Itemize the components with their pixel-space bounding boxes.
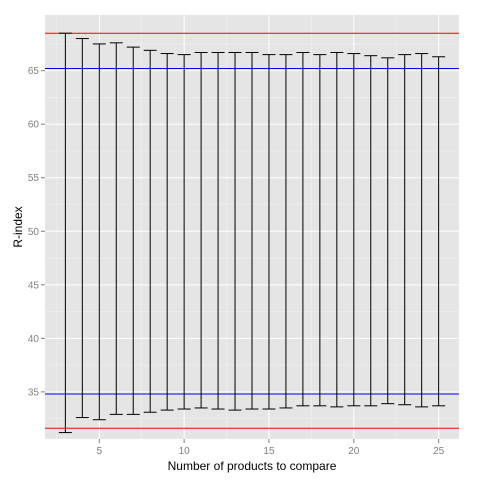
- error-bar: [194, 51, 208, 409]
- x-axis-title: Number of products to compare: [168, 459, 337, 473]
- x-tick-label: 5: [97, 446, 103, 457]
- error-bar: [347, 53, 361, 407]
- y-axis-title: R-index: [11, 206, 25, 247]
- x-tick-label: 20: [348, 446, 360, 457]
- error-bar: [313, 54, 327, 407]
- error-bar: [177, 54, 191, 410]
- error-bar: [245, 51, 259, 410]
- y-tick-label: 55: [28, 173, 40, 184]
- y-tick-label: 35: [28, 387, 40, 398]
- y-tick-label: 65: [28, 66, 40, 77]
- error-bar: [364, 55, 378, 407]
- error-bar: [262, 54, 276, 410]
- y-tick-label: 50: [28, 227, 40, 238]
- y-tick-label: 45: [28, 280, 40, 291]
- error-bar: [432, 56, 446, 407]
- error-bar: [398, 54, 412, 406]
- x-tick-label: 10: [179, 446, 191, 457]
- error-bar: [126, 46, 140, 415]
- error-bar: [92, 43, 106, 421]
- error-bar: [330, 51, 344, 408]
- error-bar: [75, 38, 89, 419]
- x-tick-label: 25: [433, 446, 445, 457]
- error-bar: [296, 51, 310, 407]
- error-bar: [143, 49, 157, 413]
- x-axis: 5 10 15 20 25: [97, 439, 445, 457]
- error-bar: [415, 53, 429, 408]
- y-tick-label: 60: [28, 120, 40, 131]
- x-tick-label: 15: [263, 446, 275, 457]
- error-bar: [211, 51, 225, 410]
- error-bar: [109, 42, 123, 415]
- error-bar: [228, 51, 242, 411]
- error-bar: [381, 57, 395, 405]
- error-bar: [160, 53, 174, 411]
- error-bar: [58, 32, 72, 434]
- error-bars: [58, 32, 446, 434]
- y-tick-label: 40: [28, 334, 40, 345]
- y-axis: 35 40 45 50 55 60 65: [28, 66, 45, 398]
- error-bar: [279, 54, 293, 409]
